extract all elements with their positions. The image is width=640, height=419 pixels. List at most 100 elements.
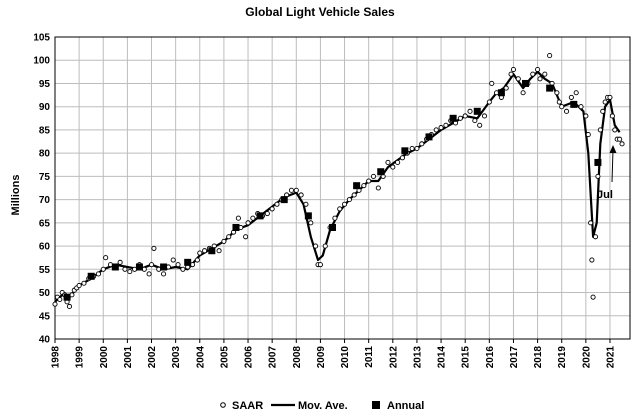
- saar-point-124: [588, 220, 594, 226]
- annual-point-17: [473, 107, 481, 115]
- saar-point-112: [542, 71, 548, 77]
- saar-point-79: [390, 164, 396, 170]
- saar-point-74: [366, 178, 372, 184]
- saar-point-62: [313, 243, 319, 249]
- saar-point-120: [573, 90, 579, 96]
- saar-point-106: [515, 76, 521, 82]
- saar-point-16: [103, 255, 109, 261]
- saar-point-105: [510, 66, 517, 73]
- chart-title: Global Light Vehicle Sales: [245, 5, 395, 19]
- saar-point-71: [351, 192, 357, 198]
- y-tick-label-55: 55: [39, 265, 51, 276]
- y-tick-label-60: 60: [39, 242, 51, 253]
- saar-point-130: [600, 108, 606, 114]
- annual-point-14: [401, 147, 409, 155]
- saar-point-11: [81, 280, 87, 286]
- annual-point-12: [353, 182, 361, 190]
- legend: SAAR Mov. Ave. Annual: [220, 400, 424, 412]
- x-tick-label-2004: 2004: [195, 346, 206, 369]
- saar-point-10: [76, 283, 82, 289]
- saar-point-54: [274, 201, 280, 207]
- x-tick-label-2019: 2019: [557, 346, 568, 369]
- annual-point-5: [184, 258, 192, 266]
- saar-point-45: [235, 215, 241, 221]
- y-tick-label-85: 85: [39, 125, 51, 136]
- annual-point-0: [63, 293, 71, 301]
- saar-point-43: [226, 234, 232, 240]
- saar-point-94: [462, 113, 468, 119]
- legend-marker-saar: [220, 402, 226, 408]
- x-tick-label-2005: 2005: [219, 346, 230, 369]
- saar-point-125: [589, 257, 595, 263]
- saar-point-93: [457, 115, 463, 121]
- saar-point-127: [592, 234, 599, 240]
- saar-point-78: [385, 159, 391, 165]
- saar-point-76: [375, 185, 381, 191]
- x-ticks: 1998 1999 2000 2001 2002 2003 2004 2005 2006 2007…: [51, 339, 616, 369]
- saar-point-135: [612, 127, 618, 133]
- x-tick-label-2011: 2011: [364, 346, 375, 368]
- saar-point-29: [161, 271, 167, 277]
- saar-point-33: [180, 266, 186, 272]
- saar-point-69: [342, 201, 348, 207]
- annual-point-1: [87, 272, 95, 280]
- saar-point-110: [535, 66, 541, 73]
- legend-label-annual: Annual: [387, 400, 424, 412]
- saar-point-122: [583, 113, 589, 119]
- plot-frame: [54, 36, 631, 340]
- saar-point-107: [520, 90, 526, 96]
- annotation-text: Jul: [597, 189, 613, 201]
- x-tick-label-2006: 2006: [244, 346, 255, 369]
- saar-point-75: [370, 173, 377, 179]
- saar-point-96: [472, 118, 478, 124]
- saar-point-59: [298, 192, 304, 198]
- x-tick-label-2016: 2016: [485, 346, 496, 369]
- saar-point-126: [590, 294, 596, 300]
- saar-point-88: [433, 127, 439, 133]
- saar-point-37: [197, 250, 203, 256]
- x-tick-label-2007: 2007: [268, 346, 279, 369]
- x-tick-label-2010: 2010: [340, 346, 351, 369]
- saar-point-25: [146, 271, 152, 277]
- saar-point-83: [409, 145, 415, 152]
- x-tick-label-1999: 1999: [75, 346, 86, 369]
- saar-point-115: [554, 90, 560, 96]
- saar-point-84: [414, 145, 420, 152]
- annotation-arrowhead: [609, 145, 617, 153]
- grid: [54, 36, 630, 340]
- x-tick-label-2008: 2008: [292, 346, 303, 369]
- saar-point-95: [467, 108, 473, 114]
- saar-point-61: [308, 220, 314, 226]
- saar-point-64: [317, 262, 323, 268]
- x-tick-label-2015: 2015: [461, 346, 472, 369]
- saar-point-117: [559, 104, 565, 110]
- annual-point-21: [570, 100, 578, 108]
- y-axis-label: Millions: [10, 175, 22, 216]
- saar-point-137: [617, 136, 623, 142]
- x-tick-label-2003: 2003: [171, 346, 182, 369]
- y-tick-label-105: 105: [33, 33, 50, 44]
- annual-point-9: [280, 196, 288, 204]
- x-tick-label-2001: 2001: [123, 346, 134, 369]
- saar-point-38: [202, 248, 208, 254]
- saar-point-42: [221, 238, 227, 244]
- saar-point-68: [337, 206, 343, 212]
- x-tick-label-2017: 2017: [509, 346, 520, 369]
- saar-point-15: [100, 266, 106, 272]
- saar-point-14: [95, 271, 101, 277]
- y-ticks: 40 45 50 55 60 65 70 75 80 85 90 95 100 105: [33, 33, 50, 346]
- saar-point-41: [216, 248, 222, 254]
- saar-point-49: [250, 215, 256, 221]
- y-tick-label-70: 70: [39, 195, 51, 206]
- x-tick-label-2021: 2021: [605, 346, 616, 369]
- saar-point-57: [288, 187, 295, 193]
- saar-point-48: [245, 220, 251, 226]
- series-saar: [52, 53, 625, 310]
- annual-point-19: [522, 79, 530, 87]
- saar-point-111: [537, 76, 543, 82]
- annual-point-15: [425, 133, 433, 141]
- x-tick-label-2018: 2018: [533, 346, 544, 369]
- saar-point-121: [578, 104, 584, 110]
- legend-label-saar: SAAR: [232, 400, 263, 412]
- annual-point-20: [546, 84, 554, 92]
